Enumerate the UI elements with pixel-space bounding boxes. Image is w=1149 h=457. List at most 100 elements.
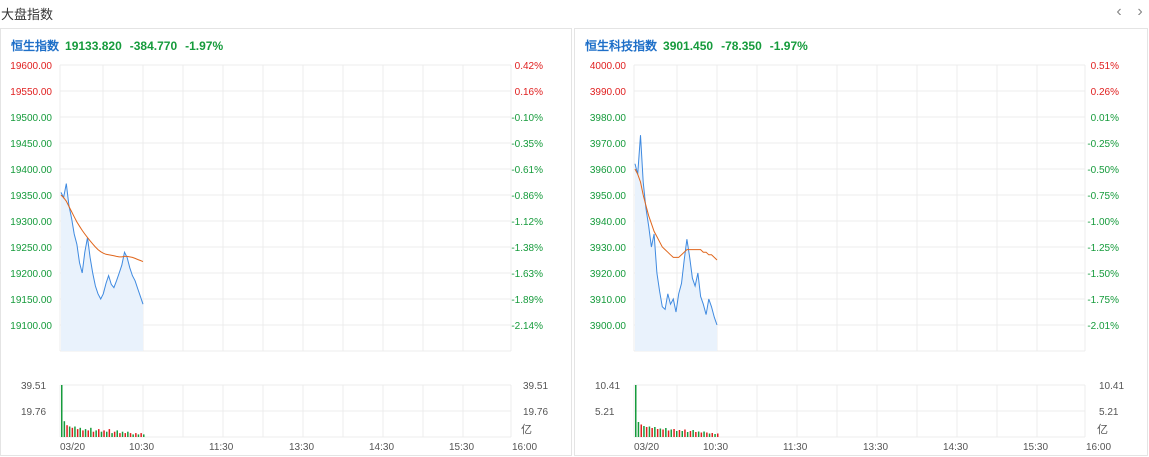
volume-bar <box>708 433 711 437</box>
volume-bar <box>76 429 79 437</box>
y-tick-label-left: 19300.00 <box>10 217 52 228</box>
y-tick-label-right: -2.14% <box>511 321 543 332</box>
x-tick-label: 15:30 <box>449 442 474 453</box>
y-tick-label-right: -1.50% <box>1087 269 1119 280</box>
volume-bar <box>92 431 95 437</box>
y-tick-label-right: -1.00% <box>1087 217 1119 228</box>
volume-bar <box>121 431 124 437</box>
volume-tick-label-right: 5.21 <box>1099 407 1119 418</box>
y-tick-label-left: 3990.00 <box>590 87 627 98</box>
volume-bar <box>95 430 97 437</box>
volume-bar <box>79 427 81 437</box>
price-line <box>60 183 144 305</box>
volume-bar <box>103 430 105 437</box>
y-tick-label-right: -0.61% <box>511 165 543 176</box>
volume-bar <box>124 433 126 437</box>
volume-bar <box>692 430 694 437</box>
volume-bar <box>129 433 132 437</box>
y-tick-label-left: 19150.00 <box>10 295 52 306</box>
intraday-chart[interactable]: 4000.00 3990.00 3980.00 3970.00 3960.00 3950.… <box>575 29 1149 457</box>
y-tick-label-right: -0.75% <box>1087 191 1119 202</box>
x-tick-label: 03/20 <box>634 442 659 453</box>
y-tick-label-right: -0.86% <box>511 191 543 202</box>
volume-bar <box>648 426 651 437</box>
y-tick-label-left: 19100.00 <box>10 321 52 332</box>
intraday-chart[interactable]: 19600.00 19550.00 19500.00 19450.00 19400.00… <box>1 29 573 457</box>
volume-bar <box>87 430 89 437</box>
index-name[interactable]: 恒生科技指数 <box>585 39 658 53</box>
volume-tick-label-left: 5.21 <box>595 407 615 418</box>
index-panel-hstech[interactable]: 恒生科技指数 3901.450 -78.350 -1.97% 4000.00 3990.… <box>574 28 1148 456</box>
x-tick-label: 14:30 <box>943 442 968 453</box>
volume-bar <box>140 433 142 437</box>
volume-bar <box>640 424 642 437</box>
volume-bar <box>137 434 140 437</box>
volume-bar <box>127 431 129 437</box>
x-tick-label: 13:30 <box>289 442 314 453</box>
volume-bar <box>82 430 84 437</box>
quote-header: 恒生科技指数 3901.450 -78.350 -1.97% <box>585 37 816 54</box>
y-tick-label-right: -0.35% <box>511 139 543 150</box>
y-tick-label-right: 0.26% <box>1091 87 1119 98</box>
x-tick-label: 11:30 <box>783 442 808 453</box>
volume-bar <box>651 428 653 437</box>
volume-bar <box>684 429 686 437</box>
volume-bar <box>637 422 640 437</box>
volume-tick-label-right: 39.51 <box>523 381 548 392</box>
volume-bar <box>643 426 645 437</box>
volume-bar <box>113 431 116 437</box>
volume-bar <box>645 427 648 437</box>
y-tick-label-right: -0.25% <box>1087 139 1119 150</box>
index-name[interactable]: 恒生指数 <box>11 39 60 53</box>
y-tick-label-left: 19250.00 <box>10 243 52 254</box>
volume-bar <box>665 428 667 437</box>
volume-bar <box>662 429 664 437</box>
y-tick-label-right: -1.38% <box>511 243 543 254</box>
y-tick-label-left: 3940.00 <box>590 217 627 228</box>
price-change: -384.770 <box>129 39 178 53</box>
x-tick-label: 03/20 <box>60 442 85 453</box>
volume-tick-label-left: 39.51 <box>21 381 46 392</box>
volume-bar <box>61 385 63 437</box>
volume-bar <box>706 432 708 437</box>
price-area <box>635 135 717 351</box>
volume-tick-label-left: 19.76 <box>21 407 46 418</box>
price-change-pct: -1.97% <box>769 39 808 53</box>
y-tick-label-left: 4000.00 <box>590 61 627 72</box>
volume-bar <box>98 429 100 437</box>
y-tick-label-right: 0.01% <box>1091 113 1119 124</box>
volume-tick-label-right: 10.41 <box>1099 381 1124 392</box>
index-panel-hsi[interactable]: 恒生指数 19133.820 -384.770 -1.97% 19600.00 1955… <box>0 28 572 456</box>
volume-bar <box>689 431 692 437</box>
y-tick-label-right: 0.42% <box>515 61 543 72</box>
price-change-pct: -1.97% <box>185 39 224 53</box>
chevron-left-icon[interactable]: ‹ <box>1116 3 1122 20</box>
y-tick-label-left: 3920.00 <box>590 269 627 280</box>
volume-bar <box>135 433 137 437</box>
volume-bar <box>71 427 74 437</box>
page-title: 大盘指数 <box>1 7 54 22</box>
volume-bar <box>66 425 68 437</box>
x-tick-label: 11:30 <box>209 442 234 453</box>
quote-header: 恒生指数 19133.820 -384.770 -1.97% <box>11 37 231 54</box>
y-tick-label-left: 19450.00 <box>10 139 52 150</box>
volume-bar <box>108 429 111 437</box>
volume-bar <box>697 431 700 437</box>
volume-bar <box>84 429 87 437</box>
y-tick-label-right: -0.10% <box>511 113 543 124</box>
y-tick-label-left: 19500.00 <box>10 113 52 124</box>
x-tick-label: 13:30 <box>863 442 888 453</box>
volume-bar <box>119 433 121 437</box>
y-tick-label-right: -1.75% <box>1087 295 1119 306</box>
volume-bar <box>132 434 134 437</box>
volume-bar <box>63 421 66 437</box>
x-tick-label: 10:30 <box>703 442 728 453</box>
volume-bar <box>100 431 103 437</box>
volume-bar <box>681 431 683 437</box>
price-line <box>634 135 718 326</box>
x-tick-label: 16:00 <box>512 442 537 453</box>
y-tick-label-right: -2.01% <box>1087 321 1119 332</box>
chevron-right-icon[interactable]: › <box>1137 3 1143 20</box>
y-tick-label-left: 19200.00 <box>10 269 52 280</box>
volume-bar <box>143 434 145 437</box>
